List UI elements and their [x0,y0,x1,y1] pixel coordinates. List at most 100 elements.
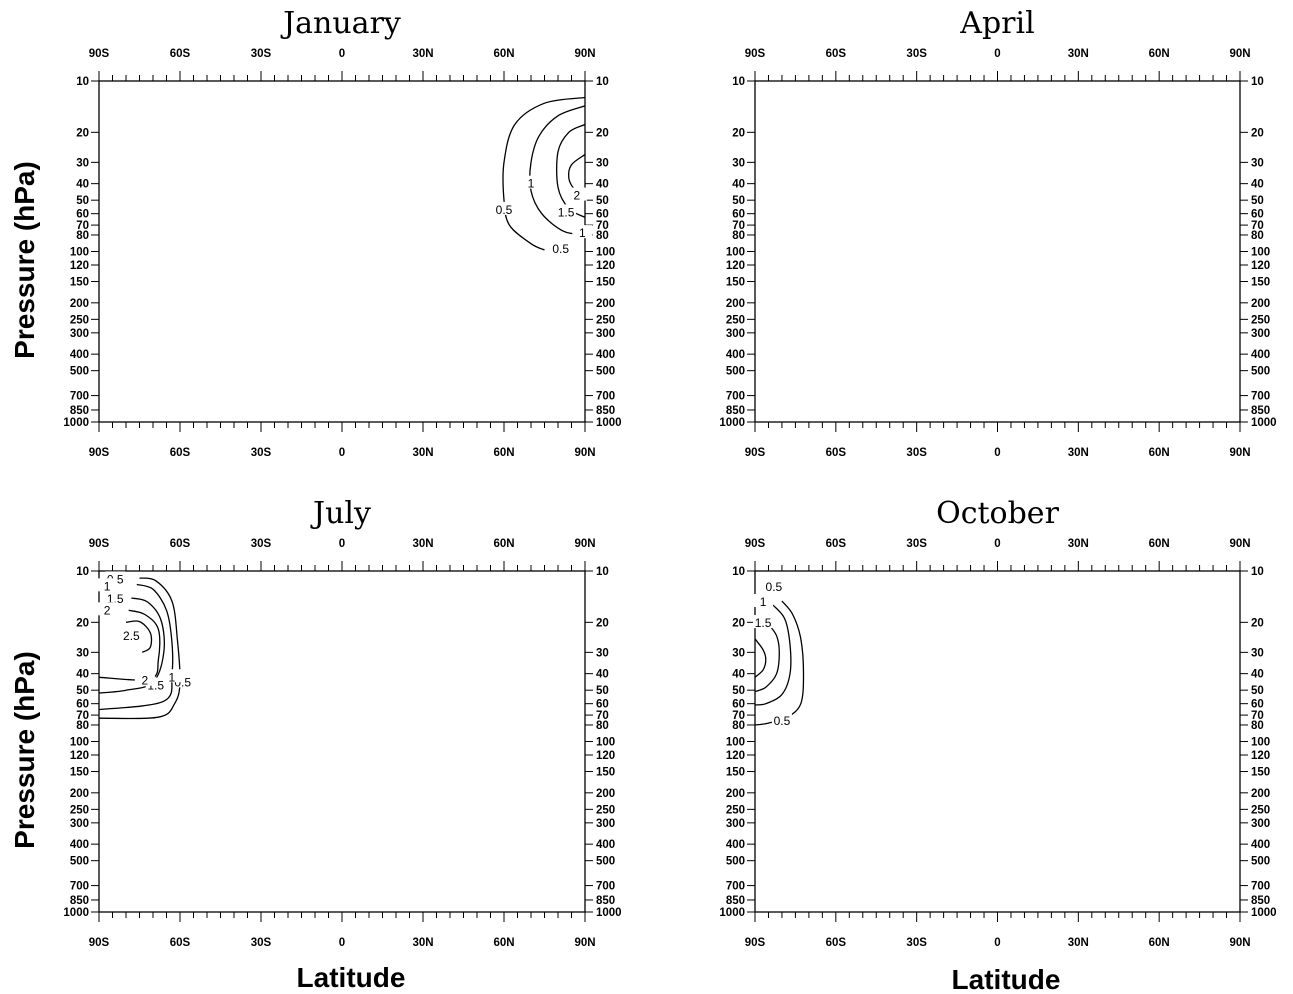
panel-october: October 90S 90S 60S 60S 30S 30S 0 0 30N 30N 60N 60N 9… [719,496,1276,949]
contour-line [502,96,586,251]
contour-line [754,600,805,726]
x-tick-label-top: 60S [170,538,191,550]
y-tick-label-left: 300 [726,818,745,830]
y-tick-label-right: 250 [1251,314,1270,326]
y-tick-label-right: 100 [1251,247,1270,259]
contour-line [98,597,165,694]
y-tick-label-right: 60 [596,209,609,221]
contour-label-bg [97,578,118,592]
x-tick-label-bottom: 60S [826,447,847,459]
y-tick-label-left: 300 [70,818,89,830]
contour-label-bg [97,602,118,616]
y-tick-label-right: 80 [1251,230,1264,242]
y-tick-label-left: 60 [76,699,89,711]
y-tick-label-right: 250 [1251,804,1270,816]
y-tick-label-right: 400 [596,839,615,851]
y-tick-label-left: 850 [70,405,89,417]
x-axis-label-left: Latitude [297,962,406,993]
y-tick-label-left: 200 [70,788,89,800]
y-tick-label-right: 1000 [596,907,622,919]
x-tick-label-top: 30N [1068,48,1089,60]
y-tick-label-left: 70 [732,220,745,232]
x-tick-label-bottom: 90S [745,937,766,949]
contour-label-bg [771,713,792,727]
contour-label-bg [566,187,587,201]
x-tick-label-top: 90S [745,538,766,550]
y-tick-label-right: 500 [596,366,615,378]
plot-frame [98,570,586,913]
y-tick-label-left: 10 [76,76,89,88]
y-tick-label-left: 80 [732,720,745,732]
plot-frame [754,570,1241,913]
contour-line [754,623,780,693]
y-tick-label-right: 60 [596,699,609,711]
y-tick-label-right: 120 [1251,750,1270,762]
y-tick-label-right: 850 [1251,895,1270,907]
y-tick-label-right: 400 [596,349,615,361]
y-tick-label-right: 200 [1251,788,1270,800]
contour-label-bg [572,225,593,239]
x-tick-label-bottom: 90N [574,447,595,459]
y-tick-label-right: 120 [1251,260,1270,272]
y-tick-label-left: 200 [726,788,745,800]
x-tick-label-top: 60N [493,538,514,550]
contour-label: 1 [169,670,176,684]
y-tick-label-left: 10 [76,566,89,578]
contour-label: 1.5 [558,205,575,219]
y-tick-label-right: 500 [1251,856,1270,868]
contour-label: 1 [579,226,586,240]
y-tick-label-left: 250 [726,314,745,326]
x-tick-label-top: 60N [493,48,514,60]
y-tick-label-right: 50 [596,685,609,697]
y-tick-label-right: 80 [1251,720,1264,732]
x-tick-label-top: 90S [89,538,110,550]
y-tick-label-right: 850 [596,895,615,907]
y-tick-label-right: 70 [1251,710,1264,722]
y-tick-label-left: 40 [76,179,89,191]
contour-label-bg [161,669,182,683]
contour-label: 0.5 [766,580,783,594]
y-tick-label-left: 500 [726,366,745,378]
y-tick-label-right: 700 [1251,391,1270,403]
y-tick-label-right: 120 [596,750,615,762]
y-tick-label-left: 500 [726,856,745,868]
x-tick-label-bottom: 90N [1229,937,1250,949]
y-tick-label-left: 500 [70,856,89,868]
contour-label: 0.5 [774,714,791,728]
y-tick-label-right: 60 [1251,699,1264,711]
y-tick-label-right: 40 [596,669,609,681]
x-tick-label-bottom: 0 [994,447,1000,459]
y-tick-label-right: 700 [596,391,615,403]
y-tick-label-left: 100 [70,737,89,749]
y-tick-label-right: 150 [596,277,615,289]
y-tick-label-right: 150 [1251,277,1270,289]
y-tick-label-right: 80 [596,230,609,242]
contour-label-bg [763,578,784,592]
y-tick-label-right: 30 [1251,647,1264,659]
x-tick-label-top: 90N [574,48,595,60]
y-tick-label-right: 40 [1251,669,1264,681]
y-tick-label-left: 850 [70,895,89,907]
y-tick-label-left: 300 [70,328,89,340]
y-tick-label-right: 300 [596,818,615,830]
y-tick-label-right: 40 [1251,179,1264,191]
y-tick-label-left: 30 [732,157,745,169]
y-tick-label-left: 850 [726,895,745,907]
x-tick-label-bottom: 60S [170,447,191,459]
y-tick-label-left: 700 [726,881,745,893]
contour-label-bg [105,591,126,605]
y-tick-label-left: 60 [732,699,745,711]
y-tick-label-right: 700 [1251,881,1270,893]
y-tick-label-left: 150 [726,767,745,779]
y-tick-label-left: 1000 [719,907,745,919]
contour-line [556,123,586,218]
y-tick-label-left: 80 [732,230,745,242]
y-tick-label-right: 700 [596,881,615,893]
y-tick-label-left: 150 [70,767,89,779]
y-tick-label-left: 150 [726,277,745,289]
y-tick-label-right: 300 [1251,328,1270,340]
y-tick-label-right: 20 [1251,617,1264,629]
y-tick-label-left: 40 [732,669,745,681]
x-tick-label-top: 30S [251,48,272,60]
